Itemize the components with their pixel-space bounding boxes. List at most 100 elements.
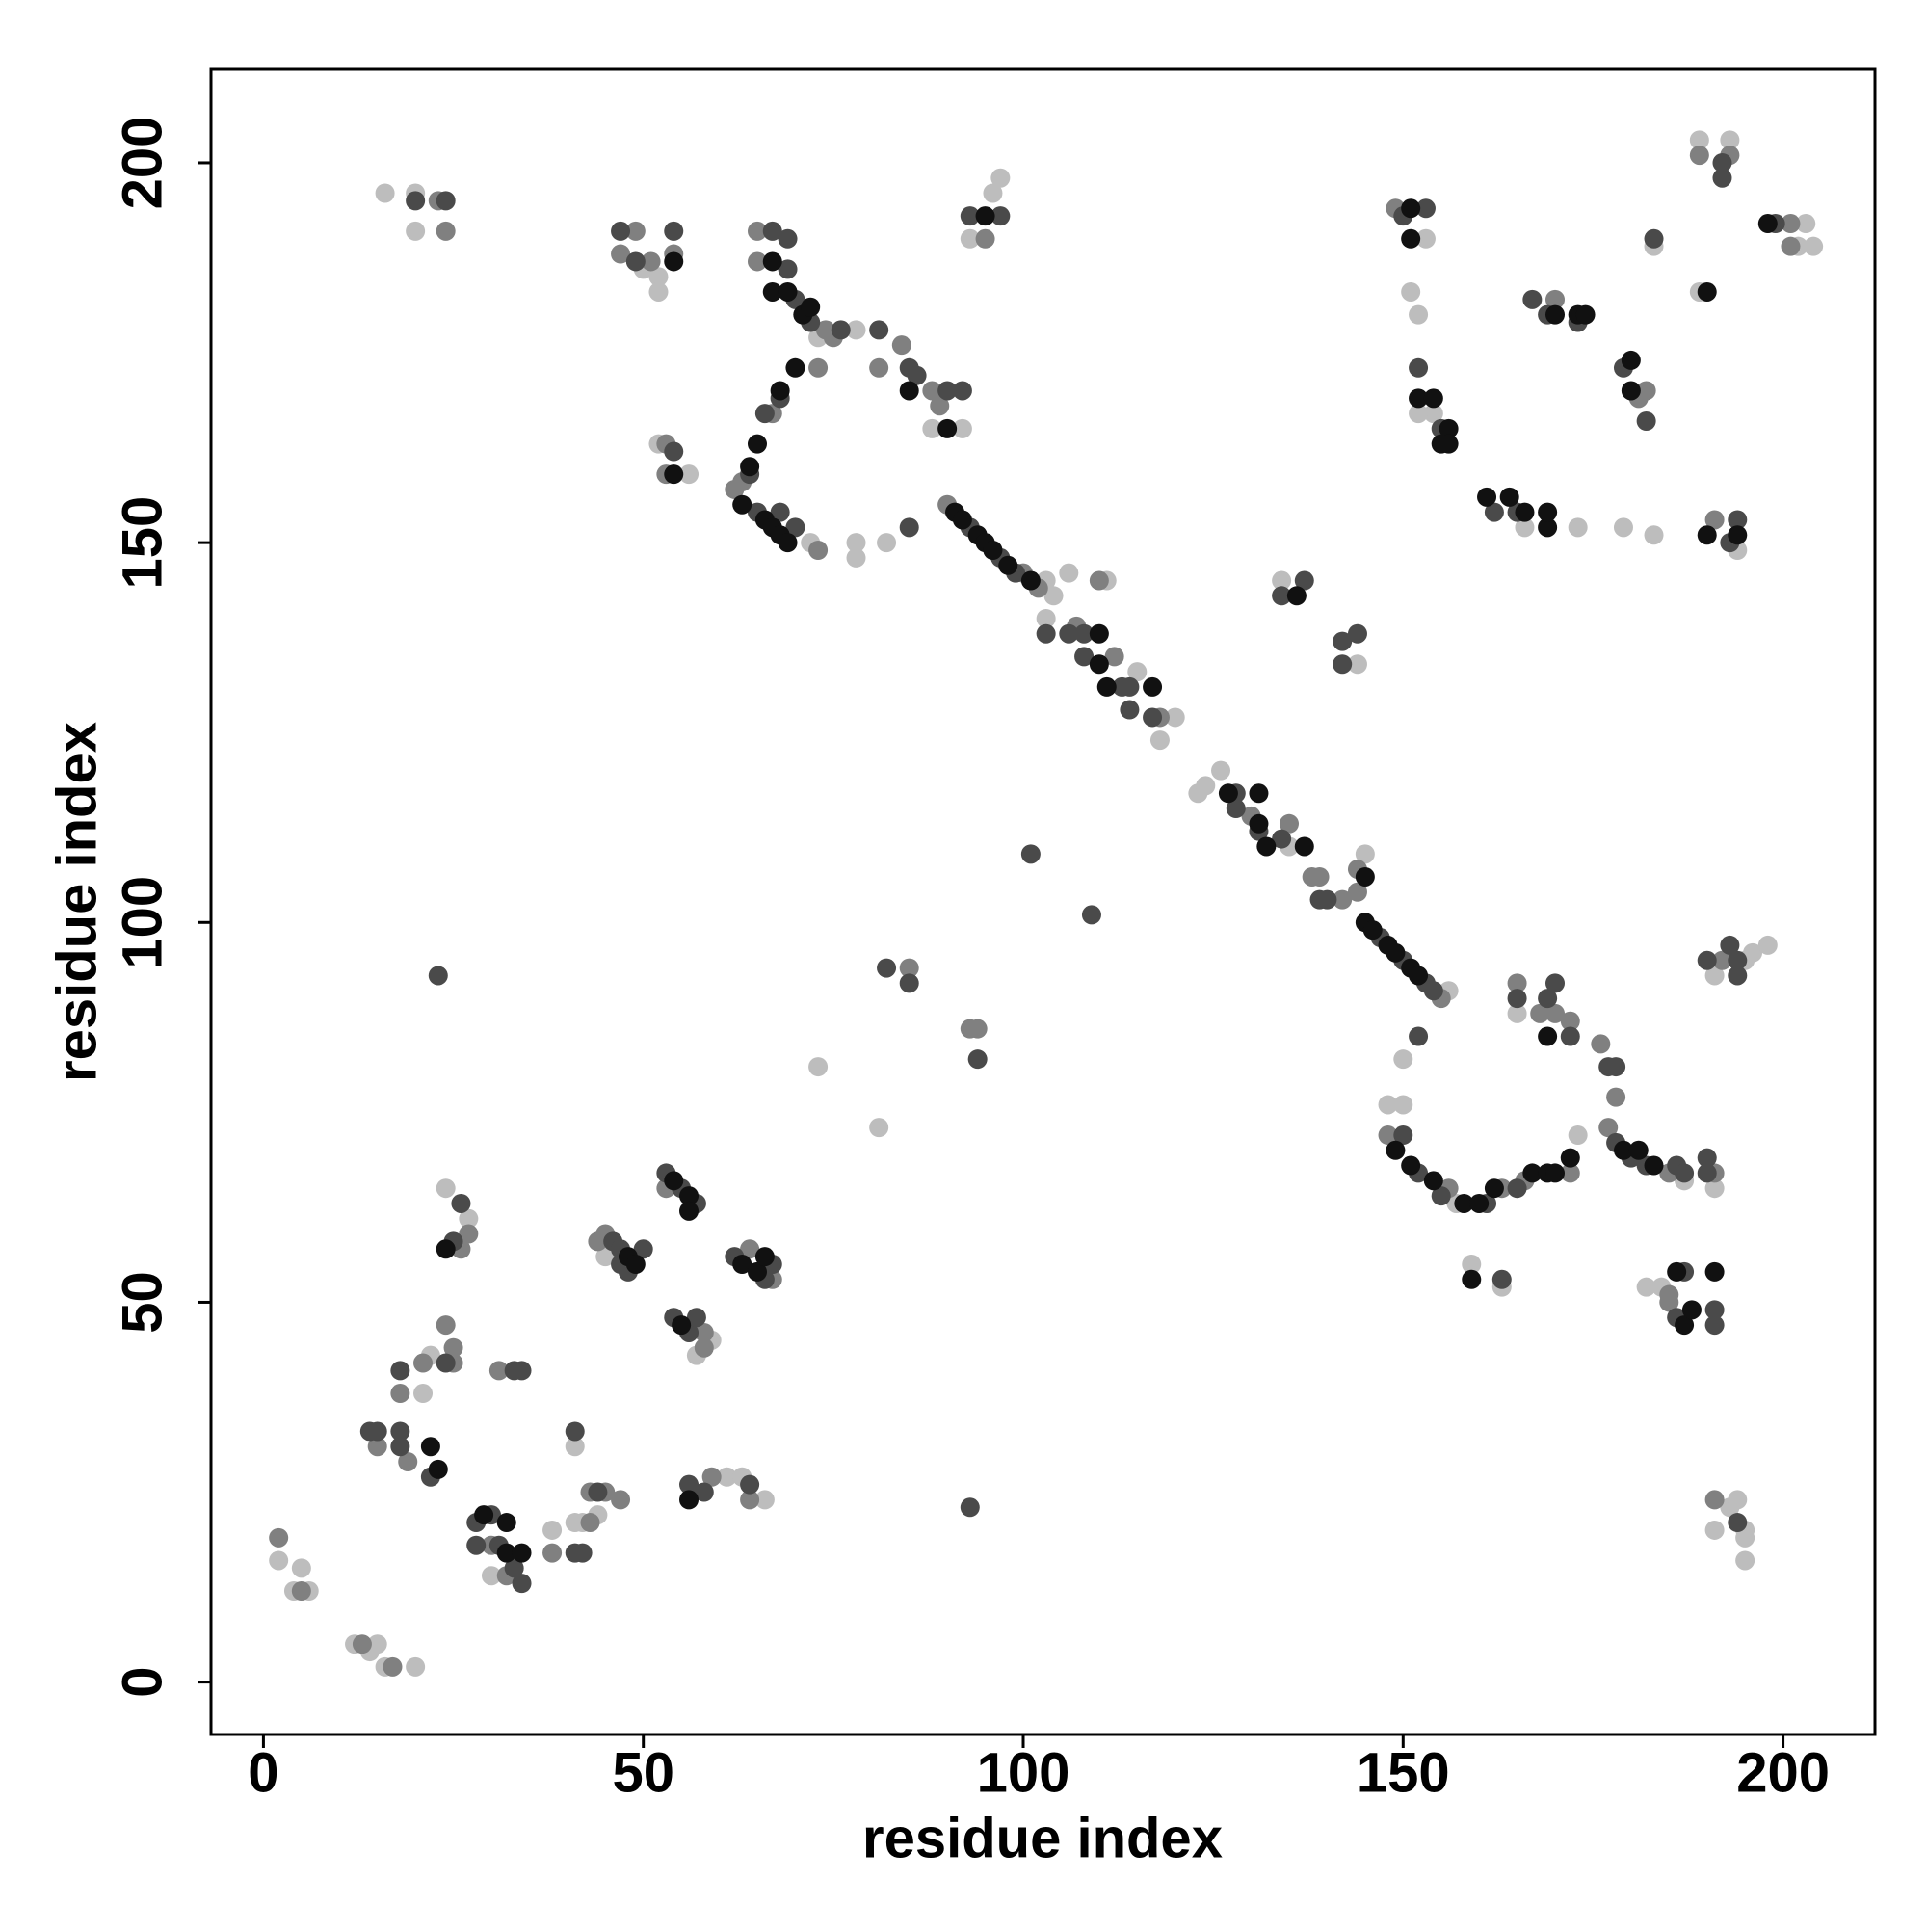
point: [1538, 502, 1558, 522]
point: [1522, 289, 1543, 309]
point: [998, 555, 1018, 575]
point: [1538, 1026, 1558, 1046]
point: [1409, 1026, 1429, 1046]
point: [808, 357, 829, 378]
point: [428, 966, 448, 986]
point: [1423, 981, 1443, 1001]
point: [1644, 1155, 1664, 1176]
point: [694, 1322, 714, 1342]
point: [717, 1467, 737, 1487]
point: [1735, 1527, 1755, 1548]
point: [406, 221, 426, 241]
point: [1728, 525, 1748, 545]
point: [375, 183, 395, 203]
point: [565, 1437, 585, 1457]
point: [1409, 304, 1429, 325]
point: [930, 396, 950, 416]
point: [1712, 950, 1732, 970]
point: [1401, 1155, 1421, 1176]
point: [785, 517, 805, 538]
point: [899, 381, 919, 401]
point: [1020, 570, 1041, 591]
point: [869, 320, 889, 340]
point: [542, 1520, 563, 1540]
point: [1712, 152, 1732, 172]
point: [694, 1482, 714, 1502]
point: [922, 381, 942, 401]
point: [1074, 623, 1095, 644]
point: [808, 1057, 829, 1077]
point: [1272, 570, 1292, 591]
point: [732, 494, 752, 515]
x-tick-label: 50: [612, 1741, 674, 1804]
point: [1757, 935, 1778, 955]
point: [1697, 1148, 1717, 1168]
point: [611, 1490, 631, 1510]
point: [641, 251, 661, 272]
point: [1409, 966, 1429, 986]
point: [732, 1255, 752, 1275]
point: [565, 1421, 585, 1442]
point: [686, 1308, 706, 1328]
point: [1675, 1315, 1695, 1336]
point: [975, 228, 995, 249]
point: [390, 1437, 410, 1457]
point: [952, 418, 972, 438]
point: [754, 404, 775, 424]
point: [664, 1171, 684, 1191]
point: [1226, 799, 1246, 819]
point: [1545, 1163, 1566, 1183]
point: [701, 1467, 722, 1487]
point: [1104, 647, 1124, 667]
point: [983, 541, 1003, 561]
point: [679, 1490, 700, 1510]
point: [1149, 730, 1170, 751]
point: [367, 1421, 387, 1442]
point: [436, 1178, 456, 1199]
point: [1120, 676, 1140, 697]
point: [778, 281, 798, 302]
point: [1728, 1513, 1748, 1533]
point: [1317, 889, 1337, 910]
point: [846, 533, 866, 553]
point: [1735, 1550, 1755, 1571]
point: [990, 206, 1011, 226]
point: [1757, 214, 1778, 234]
point: [664, 441, 684, 462]
point: [1568, 517, 1588, 538]
point: [1507, 989, 1527, 1009]
point: [1606, 1087, 1626, 1107]
point: [740, 457, 760, 477]
point: [1781, 236, 1801, 256]
point: [291, 1558, 311, 1578]
y-tick-label: 0: [111, 1666, 173, 1697]
point: [1697, 525, 1717, 545]
point: [922, 418, 942, 438]
point: [1454, 1193, 1474, 1213]
point: [952, 381, 972, 401]
point: [648, 281, 669, 302]
point: [725, 479, 745, 499]
point: [1477, 487, 1497, 507]
point: [937, 418, 958, 438]
point: [1393, 1049, 1413, 1070]
point: [770, 502, 790, 522]
point: [1333, 631, 1353, 651]
points: [269, 130, 1824, 1677]
point: [269, 1527, 289, 1548]
point: [625, 1255, 646, 1275]
y-tick-label: 50: [111, 1271, 173, 1334]
point: [967, 1049, 988, 1070]
point: [390, 1361, 410, 1381]
point: [1393, 1125, 1413, 1146]
point: [481, 1566, 501, 1586]
point: [512, 1361, 532, 1381]
point: [1211, 760, 1231, 781]
point: [740, 1474, 760, 1495]
point: [1704, 1520, 1725, 1540]
point: [1720, 130, 1740, 150]
point: [413, 1353, 434, 1373]
point: [801, 297, 821, 317]
point: [436, 221, 456, 241]
